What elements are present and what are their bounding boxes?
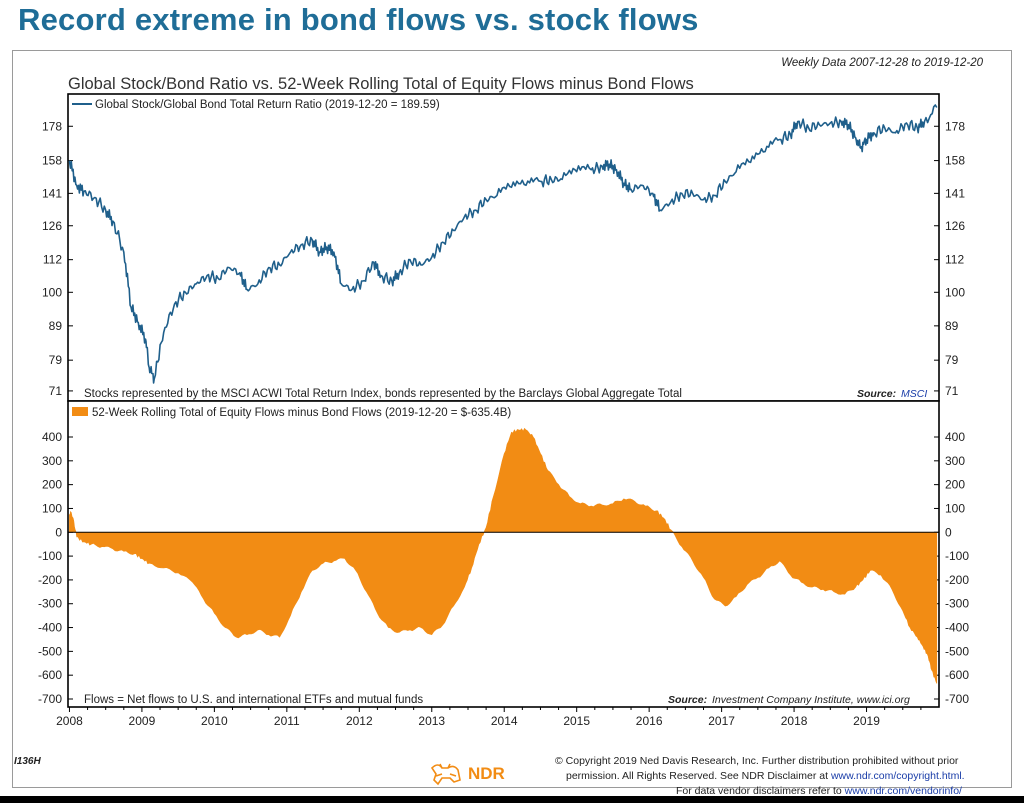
bottom-ytick-label-right: -300 — [945, 597, 969, 611]
x-axis: 2008 2009 2010 2011 2012 2013 2014 2015 2016 2017… — [56, 707, 922, 728]
top-ytick-label-right: 178 — [945, 119, 965, 133]
top-note: Stocks represented by the MSCI ACWI Tota… — [84, 388, 682, 400]
xtick-label: 2010 — [201, 714, 228, 728]
bottom-ytick-label-right: -100 — [945, 549, 969, 563]
logo-text: NDR — [468, 764, 505, 783]
top-panel: 71 79 89 100 112 126 141 158 178 71 79 89 100 112 126… — [42, 93, 965, 402]
top-ytick-label-left: 178 — [42, 119, 62, 133]
copyright-line-2: permission. All Rights Reserved. See NDR… — [566, 770, 965, 782]
bottom-source-value: Investment Company Institute, www.ici.or… — [712, 694, 910, 706]
bottom-ytick-label-right: 200 — [945, 478, 965, 492]
xtick-label: 2013 — [418, 714, 445, 728]
bottom-source-label: Source: — [668, 694, 707, 706]
bottom-ytick-label-right: -400 — [945, 621, 969, 635]
bull-bear-icon — [430, 763, 461, 786]
top-ytick-label-left: 126 — [42, 219, 62, 233]
bottom-ytick-label-right: 300 — [945, 454, 965, 468]
bottom-note: Flows = Net flows to U.S. and internatio… — [84, 694, 423, 706]
xtick-label: 2019 — [853, 714, 880, 728]
bottom-ytick-label-left: -100 — [38, 549, 62, 563]
top-ytick-label-right: 141 — [945, 186, 965, 200]
bottom-ytick-label-left: -500 — [38, 644, 62, 658]
bottom-ytick-label-right: 400 — [945, 430, 965, 444]
chart-code: I136H — [14, 756, 41, 767]
xtick-label: 2009 — [129, 714, 156, 728]
bottom-ytick-label-left: 400 — [42, 430, 62, 444]
ndr-logo: NDR — [428, 760, 538, 788]
flows-series-area — [69, 427, 938, 684]
bottom-ytick-label-left: 0 — [55, 525, 62, 539]
copyright-line-2-text: permission. All Rights Reserved. See NDR… — [566, 770, 829, 782]
ratio-series-line — [68, 104, 938, 384]
top-ytick-label-left: 100 — [42, 285, 62, 299]
xtick-label: 2014 — [491, 714, 518, 728]
top-ytick-label-left: 141 — [42, 186, 62, 200]
top-source-value: MSCI — [901, 388, 927, 400]
weekly-note: Weekly Data 2007-12-28 to 2019-12-20 — [781, 57, 983, 69]
bottom-ytick-label-left: 300 — [42, 454, 62, 468]
top-ytick-label-right: 112 — [945, 253, 964, 267]
bottom-ytick-label-right: -500 — [945, 644, 969, 658]
bottom-ytick-label-left: -700 — [38, 692, 62, 706]
bottom-bar — [0, 796, 1024, 803]
copyright-line-3: For data vendor disclaimers refer to www… — [676, 785, 962, 797]
chart-title: Global Stock/Bond Ratio vs. 52-Week Roll… — [68, 75, 694, 93]
bottom-ytick-label-left: -600 — [38, 668, 62, 682]
top-ytick-label-right: 126 — [945, 219, 965, 233]
top-source-label: Source: — [857, 388, 896, 400]
xtick-label: 2017 — [708, 714, 735, 728]
top-ytick-label-right: 79 — [945, 353, 959, 367]
top-ytick-label-left: 112 — [43, 253, 62, 267]
chart-frame — [12, 50, 1012, 788]
bottom-ytick-label-left: 100 — [42, 501, 62, 515]
copyright-line-3-text: For data vendor disclaimers refer to — [676, 785, 842, 797]
copyright-link[interactable]: www.ndr.com/copyright.html. — [830, 770, 965, 782]
bottom-panel: 400 300 200 100 0 -100 -200 -300 -400 -500 -600 -70… — [38, 400, 969, 708]
bottom-legend: 52-Week Rolling Total of Equity Flows mi… — [92, 407, 511, 419]
xtick-label: 2016 — [636, 714, 663, 728]
bottom-ytick-label-right: -200 — [945, 573, 969, 587]
copyright-line-1: © Copyright 2019 Ned Davis Research, Inc… — [555, 755, 959, 767]
bottom-ytick-label-right: -600 — [945, 668, 969, 682]
xtick-label: 2012 — [346, 714, 373, 728]
top-ytick-label-right: 89 — [945, 319, 959, 333]
bottom-legend-swatch — [72, 407, 88, 416]
bottom-ytick-label-left: -400 — [38, 621, 62, 635]
top-ytick-label-left: 79 — [49, 353, 63, 367]
xtick-label: 2015 — [563, 714, 590, 728]
xtick-label: 2008 — [56, 714, 83, 728]
bottom-ytick-label-left: 200 — [42, 478, 62, 492]
headline: Record extreme in bond flows vs. stock f… — [18, 2, 699, 37]
top-ytick-label-left: 71 — [49, 384, 63, 398]
top-ytick-label-right: 158 — [945, 154, 965, 168]
xtick-label: 2018 — [781, 714, 808, 728]
top-legend: Global Stock/Global Bond Total Return Ra… — [95, 99, 440, 111]
top-ytick-label-right: 71 — [945, 384, 959, 398]
top-ytick-label-right: 100 — [945, 285, 965, 299]
xtick-label: 2011 — [274, 714, 300, 728]
top-ytick-label-left: 89 — [49, 319, 63, 333]
bottom-ytick-label-right: 0 — [945, 525, 952, 539]
bottom-ytick-label-right: 100 — [945, 501, 965, 515]
vendorinfo-link[interactable]: www.ndr.com/vendorinfo/ — [844, 785, 962, 797]
bottom-ytick-label-left: -300 — [38, 597, 62, 611]
top-plot-area — [67, 93, 940, 402]
top-ytick-label-left: 158 — [42, 154, 62, 168]
bottom-ytick-label-right: -700 — [945, 692, 969, 706]
bottom-ytick-label-left: -200 — [38, 573, 62, 587]
